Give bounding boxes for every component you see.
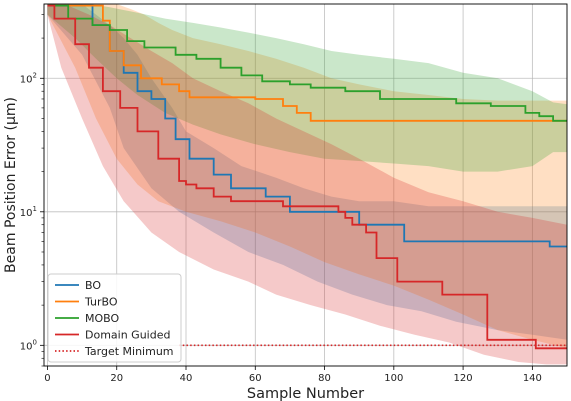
y-tick-label: 100 <box>20 338 37 352</box>
x-axis-label: Sample Number <box>247 386 364 401</box>
y-axis-label: Beam Position Error (μm) <box>3 97 19 273</box>
x-tick-label: 20 <box>110 373 123 384</box>
line-mobo <box>47 4 567 122</box>
y-tick-label: 101 <box>20 205 37 219</box>
x-tick-label: 120 <box>454 373 473 384</box>
y-axis-ticks: 100 101 102 <box>20 14 44 367</box>
band-domain-guided <box>47 4 567 365</box>
series-lines <box>47 4 567 350</box>
band-bo <box>47 4 567 340</box>
legend-label-target-minimum: Target Minimum <box>84 345 174 358</box>
legend-label-domain-guided: Domain Guided <box>85 329 170 342</box>
x-axis-ticks: 0 20 40 60 80 100 120 140 <box>44 366 542 384</box>
x-tick-label: 100 <box>384 373 403 384</box>
x-tick-label: 140 <box>523 373 542 384</box>
band-mobo <box>47 4 567 172</box>
band-turbo <box>47 4 567 349</box>
legend-label-bo: BO <box>85 279 101 292</box>
y-tick-label: 102 <box>20 71 37 85</box>
legend-label-turbo: TurBO <box>84 296 118 309</box>
x-tick-label: 80 <box>318 373 331 384</box>
plot-frame <box>43 3 568 367</box>
legend: BO TurBO MOBO Domain Guided Target Minimum <box>47 273 182 363</box>
confidence-bands <box>47 4 567 365</box>
x-tick-label: 0 <box>44 373 50 384</box>
legend-label-mobo: MOBO <box>85 312 120 325</box>
x-tick-label: 60 <box>249 373 262 384</box>
legend-box <box>47 273 182 363</box>
x-tick-label: 40 <box>180 373 193 384</box>
line-domain-guided <box>47 4 567 350</box>
